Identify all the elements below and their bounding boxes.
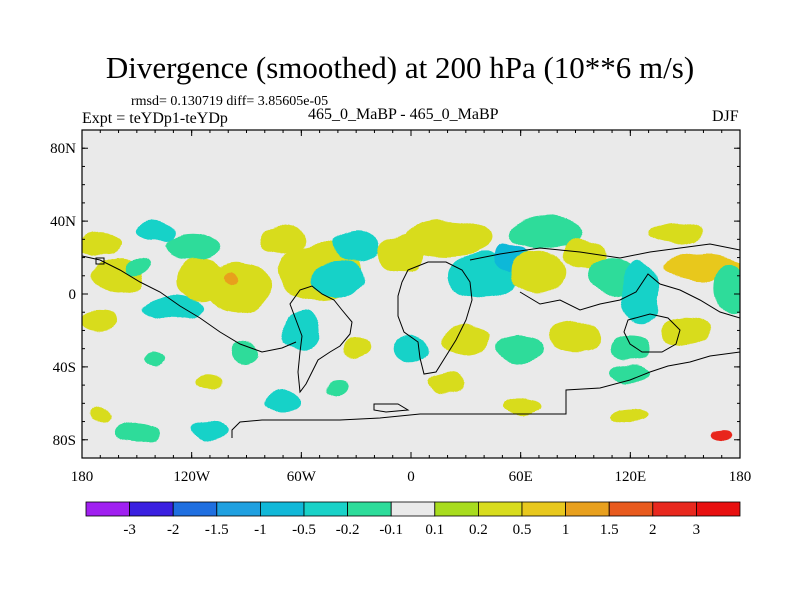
contour-region-26 [144, 350, 167, 366]
contour-region-29 [283, 312, 320, 349]
colorbar-label: 0.5 [513, 522, 532, 538]
coastline-south-america [289, 285, 353, 394]
contour-region-41 [326, 381, 349, 397]
contour-region-7 [204, 261, 271, 313]
contour-region-24 [716, 264, 740, 316]
coastline-asia-south [519, 273, 740, 319]
contour-region-3 [136, 221, 174, 243]
colorbar-swatch [390, 501, 436, 517]
contour-region-30 [341, 337, 371, 360]
contour-region-12 [330, 230, 382, 263]
coastline-island-1 [373, 403, 410, 413]
contour-region-17 [511, 215, 585, 249]
colorbar-swatch [434, 501, 479, 517]
contour-region-11 [312, 261, 364, 298]
x-tick-label: 0 [407, 469, 415, 485]
contour-region-42 [429, 374, 466, 396]
y-tick-label: 0 [69, 287, 77, 303]
colorbar-label: -0.5 [292, 522, 316, 538]
contour-region-39 [191, 421, 229, 440]
colorbar-swatch [477, 501, 523, 517]
coastline-antarctica [231, 351, 740, 458]
x-tick-label: 180 [71, 469, 94, 485]
x-tick-label: 60W [287, 469, 317, 485]
stats-label: rmsd= 0.130719 diff= 3.85605e-05 [131, 94, 329, 109]
coastline-north-america [82, 255, 297, 353]
contour-region-9 [261, 224, 305, 254]
coastline-island-2 [95, 257, 105, 265]
contour-region-43 [502, 397, 539, 417]
contour-region-8 [220, 272, 236, 287]
y-tick-label: 40N [50, 214, 76, 230]
x-axis: 180 120W 60W 0 60E 120E 180 [71, 130, 752, 485]
contour-region-36 [659, 315, 711, 345]
contour-region-27 [198, 374, 221, 389]
contour-region-4 [144, 295, 203, 322]
y-tick-label: 40S [53, 360, 76, 376]
contour-region-37 [89, 407, 112, 422]
contour-region-28 [231, 341, 262, 364]
colorbar-swatch [696, 501, 741, 517]
y-tick-label: 80S [53, 433, 76, 449]
colorbar-label: 0.1 [425, 522, 444, 538]
contour-region-6 [162, 233, 221, 260]
colorbar-swatch [347, 501, 392, 517]
colorbar-swatch [129, 501, 174, 517]
contour-region-18 [511, 250, 567, 294]
colorbar-swatch [608, 501, 654, 517]
colorbar-swatch [652, 501, 697, 517]
case-label: 465_0_MaBP - 465_0_MaBP [308, 106, 499, 123]
contour-region-25 [82, 310, 119, 333]
coastline-africa [397, 261, 473, 375]
contour-region-32 [440, 325, 492, 355]
contour-region-22 [650, 221, 702, 243]
colorbar: -3 -2 -1.5 -1 -0.5 -0.2 -0.1 0.1 0.2 0.5 1 1.5 2 3 [85, 501, 741, 538]
contour-region-45 [612, 407, 649, 422]
contour-region-44 [612, 365, 649, 384]
colorbar-label: -1 [254, 522, 267, 538]
colorbar-swatch [172, 501, 218, 517]
contour-region-33 [498, 335, 543, 362]
colorbar-label: 2 [649, 522, 657, 538]
colorbar-swatch [216, 501, 261, 517]
colorbar-label: 3 [693, 522, 701, 538]
contour-region-35 [612, 335, 649, 362]
colorbar-swatch [303, 501, 348, 517]
y-tick-label: 80N [50, 141, 76, 157]
contour-region-40 [264, 392, 302, 415]
x-tick-label: 120E [614, 469, 646, 485]
colorbar-label: -0.2 [336, 522, 360, 538]
colorbar-swatch [521, 501, 566, 517]
x-tick-label: 120W [173, 469, 211, 485]
experiment-label: Expt = teYDp1-teYDp [82, 110, 228, 127]
contour-region-34 [549, 323, 602, 353]
colorbar-label: 0.2 [469, 522, 488, 538]
x-tick-label: 60E [509, 469, 533, 485]
x-tick-label: 180 [729, 469, 752, 485]
contour-region-38 [114, 419, 159, 442]
colorbar-swatch [85, 501, 130, 517]
colorbar-swatch [259, 501, 305, 517]
contour-region-21 [621, 257, 658, 324]
contour-region-2 [122, 259, 152, 278]
contour-fill-group [82, 215, 740, 442]
colorbar-label: 1 [562, 522, 570, 538]
colorbar-label: 1.5 [600, 522, 619, 538]
contour-region-31 [392, 334, 430, 364]
contour-region-14 [403, 221, 492, 258]
contour-region-46 [710, 430, 733, 442]
coastline-australia [623, 313, 681, 353]
season-label: DJF [712, 108, 739, 125]
colorbar-label: -2 [167, 522, 180, 538]
colorbar-label: -0.1 [379, 522, 403, 538]
y-axis: 80N 40N 0 40S 80S [50, 141, 740, 449]
colorbar-label: -1.5 [205, 522, 229, 538]
colorbar-label: -3 [123, 522, 136, 538]
chart-title: Divergence (smoothed) at 200 hPa (10**6 … [105, 50, 695, 85]
colorbar-swatch [565, 501, 610, 517]
coastline-asia [469, 243, 740, 261]
coastline [82, 243, 740, 458]
contour-region-0 [82, 232, 119, 254]
